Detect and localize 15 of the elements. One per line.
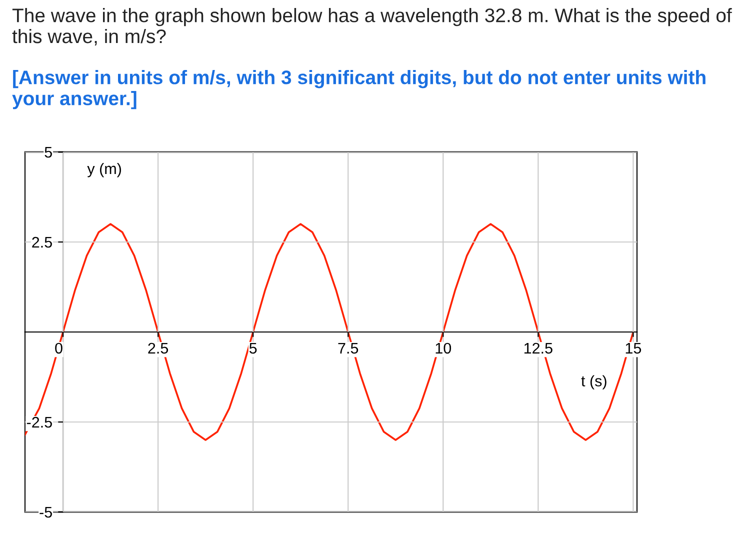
x-tick-label: 0 <box>55 342 62 354</box>
y-axis-title: y (m) <box>87 162 122 178</box>
x-tick-label: 15 <box>626 342 642 354</box>
chart-title: The wave in the graph shown below has a wavelength 32.8 m. What is the speed of this wave, in m/s? <box>12 8 732 46</box>
x-tick-label: 12.5 <box>524 342 552 354</box>
x-tick-label: 10 <box>436 342 452 354</box>
x-tick-label: 7.5 <box>338 342 358 354</box>
chart-subtitle: [Answer in units of m/s, with 3 significant digits, but do not enter units with your answer.] <box>12 70 706 110</box>
x-tick-label: 2.5 <box>148 342 168 354</box>
y-tick-label: -5 <box>40 507 52 518</box>
y-tick-label: 5 <box>44 147 52 158</box>
y-tick-label: 2.5 <box>32 236 52 248</box>
x-axis-title: t (s) <box>581 375 606 390</box>
x-tick-label: 5 <box>249 342 257 354</box>
y-tick-label: -2.5 <box>26 416 52 428</box>
